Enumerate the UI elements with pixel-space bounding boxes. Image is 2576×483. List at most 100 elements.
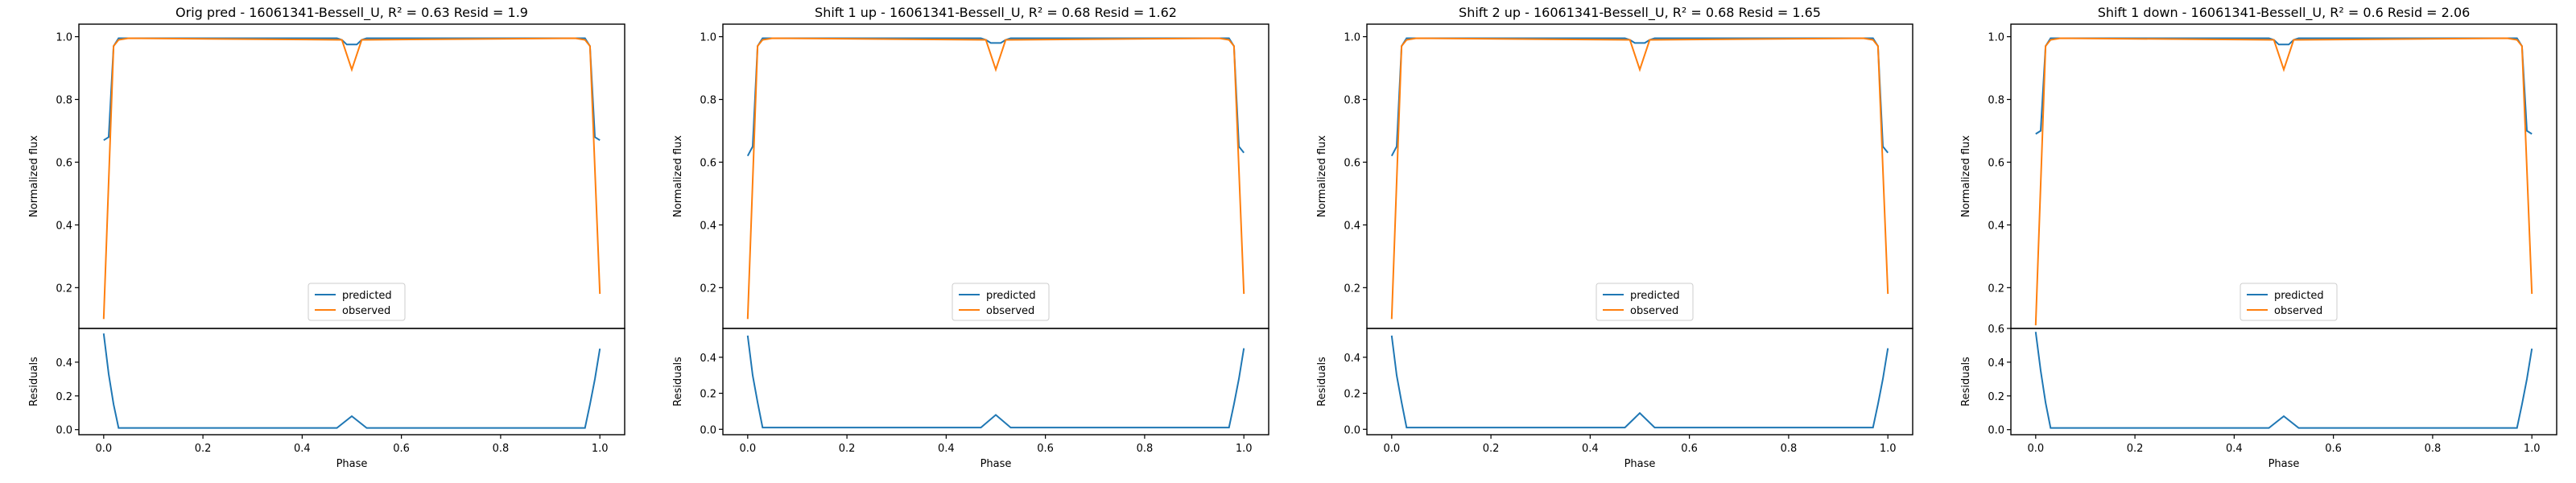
subplot-1: Orig pred - 16061341-Bessell_U, R² = 0.6… <box>28 5 625 470</box>
x-tick-label: 1.0 <box>2524 443 2541 455</box>
y-tick-label: 0.6 <box>700 157 716 169</box>
x-tick-label: 0.2 <box>195 443 212 455</box>
legend-label-predicted: predicted <box>1630 290 1680 302</box>
y-tick-label: 0.2 <box>700 283 716 295</box>
x-tick-label: 0.8 <box>2425 443 2442 455</box>
legend-label-observed: observed <box>986 305 1034 317</box>
y-tick-label: 0.4 <box>700 220 716 232</box>
x-tick-label: 0.4 <box>2226 443 2243 455</box>
y-axis-label: Residuals <box>1960 357 1972 407</box>
legend-label-predicted: predicted <box>986 290 1036 302</box>
x-tick-label: 0.0 <box>739 443 756 455</box>
y-tick-label: 0.4 <box>700 353 716 365</box>
series-line-observed <box>102 37 601 320</box>
series-line-residuals <box>746 335 1245 429</box>
legend-label-observed: observed <box>1630 305 1678 317</box>
y-tick-label: 0.8 <box>56 95 72 107</box>
y-tick-label: 1.0 <box>1344 32 1360 44</box>
y-tick-label: 0.4 <box>1988 357 2004 369</box>
bottom-axes-frame <box>78 328 625 436</box>
x-tick-label: 0.6 <box>1681 443 1698 455</box>
x-tick-label: 0.2 <box>1483 443 1500 455</box>
x-tick-label: 0.6 <box>1037 443 1054 455</box>
legend-label-observed: observed <box>2274 305 2322 317</box>
x-tick-label: 0.6 <box>393 443 410 455</box>
series-line-residuals <box>102 333 601 429</box>
y-axis-label: Normalized flux <box>672 135 684 217</box>
x-tick-label: 0.0 <box>1383 443 1400 455</box>
legend-label-predicted: predicted <box>2274 290 2324 302</box>
y-tick-label: 0.2 <box>56 283 72 295</box>
series-line-observed <box>746 37 1245 320</box>
x-tick-label: 0.4 <box>1582 443 1599 455</box>
y-tick-label: 0.4 <box>56 220 72 232</box>
x-axis-label: Phase <box>2268 458 2300 470</box>
x-tick-label: 0.8 <box>1137 443 1154 455</box>
legend: predicted observed <box>2240 283 2338 321</box>
y-axis-label: Residuals <box>28 357 40 407</box>
y-axis-label: Normalized flux <box>28 135 40 217</box>
y-axis-label: Residuals <box>672 357 684 407</box>
legend-box <box>1596 283 1694 321</box>
x-tick-label: 1.0 <box>1236 443 1253 455</box>
y-tick-label: 0.0 <box>1988 425 2004 437</box>
subplot-3: Shift 2 up - 16061341-Bessell_U, R² = 0.… <box>1316 5 1913 470</box>
bottom-axes-frame <box>722 328 1269 436</box>
y-tick-label: 0.6 <box>1988 157 2004 169</box>
series-line-predicted <box>746 37 1245 157</box>
chart-title: Shift 1 up - 16061341-Bessell_U, R² = 0.… <box>815 5 1177 21</box>
chart-title: Shift 1 down - 16061341-Bessell_U, R² = … <box>2098 5 2471 21</box>
y-tick-label: 0.4 <box>1988 220 2004 232</box>
x-axis-label: Phase <box>1624 458 1656 470</box>
y-tick-label: 0.2 <box>1344 389 1360 401</box>
y-tick-label: 0.2 <box>1988 283 2004 295</box>
x-tick-label: 0.2 <box>2127 443 2144 455</box>
y-tick-label: 0.2 <box>1344 283 1360 295</box>
y-tick-label: 0.8 <box>1988 95 2004 107</box>
y-axis-label: Residuals <box>1316 357 1328 407</box>
y-tick-label: 0.2 <box>1988 391 2004 403</box>
legend-label-predicted: predicted <box>342 290 392 302</box>
legend-box <box>2240 283 2338 321</box>
x-tick-label: 0.0 <box>95 443 112 455</box>
y-tick-label: 0.0 <box>1344 424 1360 436</box>
y-tick-label: 0.0 <box>56 425 72 437</box>
chart-title: Shift 2 up - 16061341-Bessell_U, R² = 0.… <box>1459 5 1821 21</box>
y-tick-label: 0.2 <box>56 391 72 403</box>
y-axis-label: Normalized flux <box>1960 135 1972 217</box>
series-line-residuals <box>2034 332 2533 429</box>
y-tick-label: 1.0 <box>1988 32 2004 44</box>
y-tick-label: 0.8 <box>700 95 716 107</box>
legend: predicted observed <box>1596 283 1694 321</box>
series-line-observed <box>2034 37 2533 326</box>
bottom-axes-frame <box>1366 328 1913 436</box>
x-tick-label: 1.0 <box>592 443 609 455</box>
subplot-4: Shift 1 down - 16061341-Bessell_U, R² = … <box>1960 5 2557 470</box>
x-axis-label: Phase <box>980 458 1012 470</box>
x-tick-label: 0.6 <box>2325 443 2342 455</box>
series-line-residuals <box>1390 335 1889 429</box>
y-tick-label: 0.6 <box>56 157 72 169</box>
legend-box <box>952 283 1050 321</box>
legend-box <box>308 283 406 321</box>
series-line-predicted <box>1390 37 1889 157</box>
x-axis-label: Phase <box>336 458 368 470</box>
x-tick-label: 0.4 <box>294 443 311 455</box>
y-axis-label: Normalized flux <box>1316 135 1328 217</box>
y-tick-label: 0.4 <box>56 357 72 369</box>
y-tick-label: 0.6 <box>1988 324 2004 336</box>
x-tick-label: 0.0 <box>2027 443 2044 455</box>
series-line-predicted <box>2035 37 2533 135</box>
y-tick-label: 0.0 <box>700 424 716 436</box>
legend: predicted observed <box>308 283 406 321</box>
legend-label-observed: observed <box>342 305 390 317</box>
x-tick-label: 1.0 <box>1880 443 1897 455</box>
y-tick-label: 1.0 <box>700 32 716 44</box>
y-tick-label: 0.8 <box>1344 95 1360 107</box>
series-line-predicted <box>103 37 601 142</box>
bottom-axes-frame <box>2010 328 2557 436</box>
x-tick-label: 0.8 <box>493 443 510 455</box>
y-tick-label: 1.0 <box>56 32 72 44</box>
subplot-2: Shift 1 up - 16061341-Bessell_U, R² = 0.… <box>672 5 1269 470</box>
y-tick-label: 0.4 <box>1344 220 1360 232</box>
